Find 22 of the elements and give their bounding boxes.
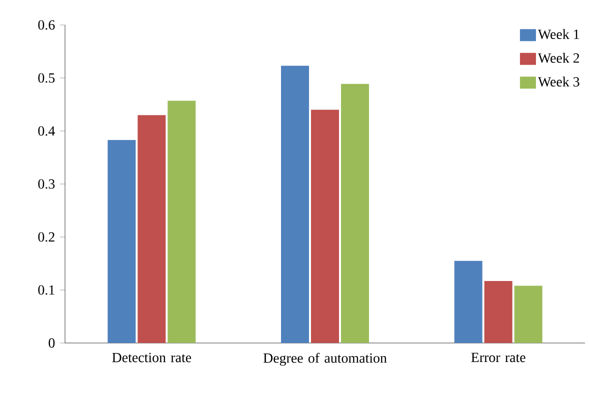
bar: [454, 260, 482, 343]
y-tick-label: 0.4: [38, 126, 55, 136]
bar: [138, 115, 166, 343]
x-tick-label: Error rate: [471, 352, 526, 362]
y-tick-label: 0.2: [38, 232, 54, 242]
bar: [311, 110, 339, 343]
bar: [340, 84, 369, 343]
bar: [484, 280, 512, 343]
x-tick-label: Degree of automation: [263, 352, 387, 366]
y-tick-label: 0.6: [38, 20, 55, 30]
bar: [514, 286, 542, 343]
bar: [108, 140, 136, 343]
legend-label: Week 2: [538, 52, 580, 63]
bar: [168, 100, 196, 343]
legend-label: Week 1: [538, 29, 579, 40]
y-tick-label: 0: [48, 338, 55, 348]
y-tick-label: 0.5: [38, 73, 55, 83]
y-tick-label: 0.1: [38, 285, 54, 295]
legend-label: Week 3: [538, 76, 580, 87]
y-tick-label: 0.3: [38, 179, 55, 189]
x-tick-label: Detection rate: [112, 352, 192, 362]
bar: [281, 66, 310, 343]
